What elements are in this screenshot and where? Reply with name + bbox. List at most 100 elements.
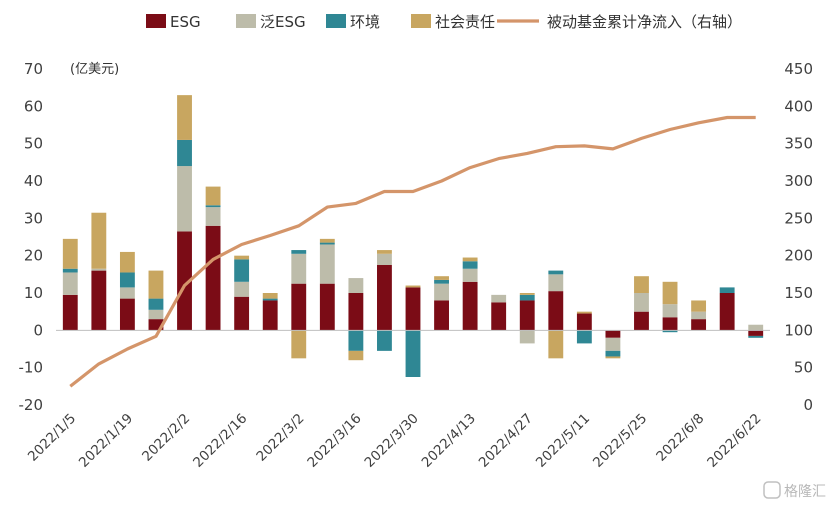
left-y-tick-label: 50 <box>24 135 43 153</box>
bar-segment <box>462 257 478 262</box>
right-y-tick-label: 300 <box>784 172 813 190</box>
bar-segment <box>576 330 592 344</box>
right-y-axis: 0 50 100 150 200 250 300 350 400 450 <box>784 60 813 414</box>
legend-swatch <box>146 14 166 28</box>
left-y-axis: -20 -10 0 10 20 30 40 50 60 70 <box>19 60 44 414</box>
bar-segment <box>148 298 164 310</box>
bar-segment <box>634 293 649 312</box>
watermark-logo-icon <box>763 481 781 499</box>
bar-segment <box>148 309 164 320</box>
bar-series <box>62 95 764 377</box>
bar-segment <box>662 281 678 305</box>
bar-segment <box>291 253 307 284</box>
x-tick-label: 2022/2/2 <box>139 411 193 465</box>
bar-segment <box>662 330 678 333</box>
bar-segment <box>491 294 507 303</box>
bar-segment <box>634 276 649 293</box>
x-tick-label: 2022/5/11 <box>533 411 593 471</box>
bar-segment <box>519 294 535 301</box>
bar-segment <box>119 251 135 273</box>
bar-segment <box>377 330 392 351</box>
left-y-tick-label: 70 <box>24 60 43 78</box>
bar-segment <box>177 231 192 331</box>
bar-segment <box>434 283 449 301</box>
legend-label: ESG <box>170 13 201 31</box>
left-y-tick-label: 60 <box>24 97 43 115</box>
bar-segment <box>291 283 307 331</box>
legend: ESG 泛ESG 环境 社会责任 被动基金累计净流入（右轴） <box>146 13 742 31</box>
x-tick-label: 2022/1/19 <box>76 411 136 471</box>
bar-segment <box>291 250 307 254</box>
right-y-tick-label: 350 <box>784 135 813 153</box>
bar-segment <box>319 242 335 245</box>
bar-segment <box>177 95 192 140</box>
bar-segment <box>462 261 478 269</box>
bar-segment <box>262 298 278 301</box>
bar-segment <box>519 300 535 331</box>
bar-segment <box>205 205 221 208</box>
left-y-tick-label: 0 <box>33 321 43 339</box>
left-y-tick-label: 20 <box>24 247 43 265</box>
left-y-tick-label: -20 <box>19 396 44 414</box>
cumulative-inflow-line <box>69 115 756 388</box>
bar-segment <box>348 350 364 361</box>
bar-segment <box>377 253 392 265</box>
left-y-tick-label: 10 <box>24 284 43 302</box>
bar-segment <box>434 276 449 280</box>
right-y-tick-label: 100 <box>784 321 813 339</box>
bar-segment <box>405 330 421 377</box>
bar-segment <box>91 270 107 331</box>
right-y-tick-label: 50 <box>794 359 813 377</box>
bar-segment <box>177 166 192 232</box>
bar-segment <box>491 302 507 331</box>
bar-segment <box>719 293 735 331</box>
bar-segment <box>691 300 707 312</box>
bar-segment <box>348 278 364 293</box>
bar-segment <box>262 293 278 299</box>
x-tick-label: 2022/3/30 <box>362 411 422 471</box>
x-tick-label: 2022/3/16 <box>304 411 364 471</box>
bar-segment <box>262 300 278 331</box>
bar-segment <box>548 274 564 292</box>
bar-segment <box>62 294 78 331</box>
bar-segment <box>434 279 449 284</box>
bar-segment <box>691 311 707 320</box>
bar-segment <box>748 335 764 338</box>
legend-swatch <box>411 14 431 28</box>
x-tick-label: 2022/4/27 <box>476 411 536 471</box>
x-tick-label: 2022/3/2 <box>253 411 307 465</box>
bar-segment <box>62 272 78 295</box>
bar-segment <box>605 330 621 338</box>
bar-segment <box>234 281 250 297</box>
bar-segment <box>91 268 107 271</box>
bar-segment <box>634 311 649 331</box>
bar-segment <box>405 285 421 288</box>
legend-label: 泛ESG <box>260 13 306 31</box>
bar-segment <box>319 283 335 331</box>
bar-segment <box>519 293 535 295</box>
bar-segment <box>348 293 364 331</box>
bar-segment <box>719 287 735 293</box>
x-tick-label: 2022/5/25 <box>590 411 650 471</box>
right-y-tick-label: 400 <box>784 97 813 115</box>
bar-segment <box>148 270 164 299</box>
bar-segment <box>319 238 335 243</box>
bar-segment <box>91 212 107 269</box>
legend-label: 环境 <box>350 13 380 31</box>
bar-segment <box>119 272 135 288</box>
bar-segment <box>462 281 478 331</box>
bar-segment <box>548 291 564 331</box>
bar-segment <box>519 330 535 344</box>
bar-segment <box>148 319 164 331</box>
legend-swatch <box>236 14 256 28</box>
bar-segment <box>576 311 592 314</box>
left-y-tick-label: 30 <box>24 209 43 227</box>
left-y-tick-label: -10 <box>19 359 44 377</box>
bar-segment <box>119 287 135 299</box>
right-y-tick-label: 0 <box>803 396 813 414</box>
watermark: 格隆汇 <box>763 481 826 500</box>
bar-segment <box>234 259 250 282</box>
bar-segment <box>291 330 307 359</box>
bar-segment <box>205 186 221 206</box>
